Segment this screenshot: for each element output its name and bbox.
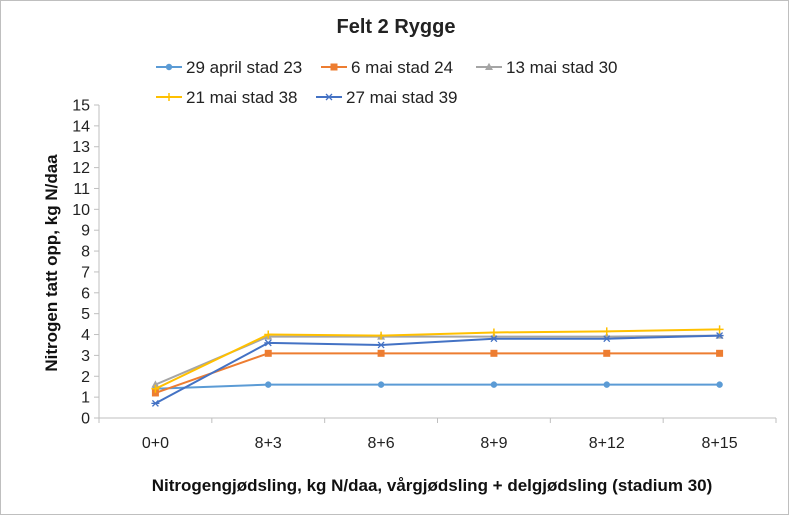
series-1-point bbox=[265, 381, 272, 388]
x-axis-label: Nitrogengjødsling, kg N/daa, vårgjødslin… bbox=[152, 476, 713, 495]
series-4-point bbox=[264, 330, 273, 339]
series-5-point bbox=[602, 335, 611, 343]
series-2-point bbox=[377, 349, 385, 357]
series-line-3 bbox=[155, 334, 720, 386]
y-tick-label: 15 bbox=[72, 98, 90, 115]
legend-marker-2 bbox=[330, 63, 338, 71]
legend: 29 april stad 23 6 mai stad 24 13 mai stad… bbox=[156, 58, 618, 107]
y-tick-label: 11 bbox=[73, 181, 90, 198]
y-tick-label: 0 bbox=[81, 411, 90, 428]
series-line-5 bbox=[154, 334, 720, 405]
series-line-1 bbox=[155, 383, 720, 390]
legend-label-5: 27 mai stad 39 bbox=[346, 88, 458, 107]
y-tick-label: 5 bbox=[81, 306, 90, 323]
y-tick-label: 8 bbox=[81, 244, 90, 261]
series-4-point bbox=[715, 325, 724, 334]
y-tick-label: 1 bbox=[81, 390, 90, 407]
y-axis-label: Nitrogen tatt opp, kg N/daa bbox=[42, 154, 61, 372]
y-tick-label: 3 bbox=[81, 348, 90, 365]
x-tick-label: 0+0 bbox=[142, 435, 169, 452]
y-tick-label: 7 bbox=[81, 264, 90, 281]
x-tick-label: 8+15 bbox=[702, 435, 738, 452]
series-2-point bbox=[716, 349, 724, 357]
y-tick-label: 10 bbox=[72, 202, 90, 219]
y-tick-label: 6 bbox=[81, 285, 90, 302]
series-1-point bbox=[490, 381, 498, 388]
series-3-point bbox=[151, 380, 160, 388]
series-line-4 bbox=[154, 328, 720, 390]
legend-label-2: 6 mai stad 24 bbox=[351, 58, 453, 77]
legend-marker-5 bbox=[325, 93, 333, 101]
y-tick-label: 2 bbox=[81, 369, 90, 386]
chart-title: Felt 2 Rygge bbox=[337, 16, 456, 38]
series-line-2 bbox=[155, 352, 720, 394]
legend-marker-4 bbox=[165, 93, 173, 101]
series-1-point bbox=[603, 381, 610, 388]
legend-marker-3 bbox=[485, 62, 493, 70]
x-tick-label: 8+6 bbox=[368, 435, 395, 452]
series-4-point bbox=[151, 384, 160, 393]
series-5-point bbox=[151, 399, 160, 407]
series-4-point bbox=[489, 328, 498, 337]
series-5-point bbox=[377, 341, 386, 349]
series-4-point bbox=[377, 331, 386, 340]
series-2-point bbox=[490, 349, 498, 357]
series-2-point bbox=[264, 349, 272, 357]
y-tick-label: 9 bbox=[81, 223, 90, 240]
legend-label-4: 21 mai stad 38 bbox=[186, 88, 298, 107]
series-5-point bbox=[715, 332, 724, 340]
x-tick-label: 8+12 bbox=[589, 435, 625, 452]
y-tick-label: 4 bbox=[81, 327, 90, 344]
series-2-point bbox=[151, 389, 159, 397]
series-1-point bbox=[377, 381, 385, 388]
series-1-point bbox=[716, 381, 723, 388]
x-tick-label: 8+9 bbox=[480, 435, 507, 452]
series-5-point bbox=[264, 339, 273, 347]
series-4-point bbox=[602, 327, 611, 336]
legend-marker-1 bbox=[165, 63, 173, 71]
series-2-point bbox=[603, 349, 611, 357]
y-tick-label: 14 bbox=[72, 118, 90, 135]
legend-label-3: 13 mai stad 30 bbox=[506, 58, 618, 77]
legend-label-1: 29 april stad 23 bbox=[186, 58, 302, 77]
x-tick-label: 8+3 bbox=[255, 435, 282, 452]
series-5-point bbox=[489, 335, 498, 343]
y-tick-label: 13 bbox=[72, 139, 90, 156]
y-tick-label: 12 bbox=[72, 160, 90, 177]
